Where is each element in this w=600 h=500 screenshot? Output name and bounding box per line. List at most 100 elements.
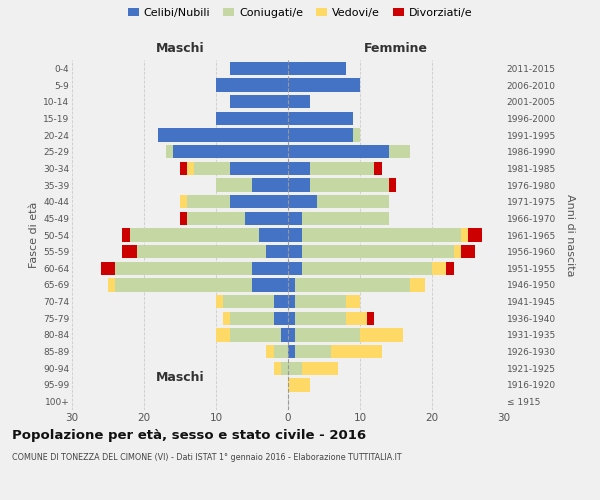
Bar bbox=[288, 112, 353, 125]
Bar bbox=[389, 178, 396, 192]
Bar bbox=[252, 262, 288, 275]
Bar bbox=[274, 362, 281, 375]
Bar bbox=[288, 95, 310, 108]
Bar bbox=[122, 245, 137, 258]
Bar bbox=[310, 162, 374, 175]
Bar bbox=[288, 178, 310, 192]
Bar bbox=[223, 312, 230, 325]
Bar bbox=[367, 312, 374, 325]
Bar bbox=[245, 212, 288, 225]
Bar bbox=[216, 78, 288, 92]
Bar bbox=[115, 278, 252, 291]
Bar bbox=[302, 262, 432, 275]
Bar bbox=[288, 328, 295, 342]
Bar bbox=[266, 245, 288, 258]
Bar bbox=[173, 145, 288, 158]
Bar bbox=[288, 228, 302, 241]
Bar bbox=[180, 212, 187, 225]
Bar bbox=[187, 195, 230, 208]
Bar bbox=[288, 278, 295, 291]
Bar bbox=[274, 312, 288, 325]
Bar bbox=[230, 312, 274, 325]
Bar bbox=[461, 228, 468, 241]
Bar bbox=[346, 312, 367, 325]
Bar bbox=[122, 228, 130, 241]
Bar bbox=[288, 378, 310, 392]
Bar bbox=[288, 362, 302, 375]
Bar bbox=[158, 128, 288, 141]
Bar bbox=[302, 228, 461, 241]
Bar bbox=[288, 212, 302, 225]
Bar bbox=[288, 295, 295, 308]
Bar bbox=[360, 328, 403, 342]
Bar bbox=[216, 295, 223, 308]
Bar bbox=[137, 245, 266, 258]
Bar bbox=[230, 62, 288, 75]
Bar bbox=[468, 228, 482, 241]
Bar bbox=[295, 345, 331, 358]
Bar bbox=[295, 295, 346, 308]
Bar bbox=[295, 328, 360, 342]
Bar bbox=[374, 162, 382, 175]
Bar bbox=[302, 245, 454, 258]
Bar bbox=[302, 362, 338, 375]
Bar bbox=[288, 345, 295, 358]
Bar bbox=[130, 228, 259, 241]
Bar bbox=[288, 62, 346, 75]
Bar bbox=[194, 162, 230, 175]
Bar bbox=[180, 162, 187, 175]
Bar bbox=[288, 162, 310, 175]
Bar bbox=[187, 212, 245, 225]
Bar bbox=[353, 128, 360, 141]
Bar bbox=[310, 178, 389, 192]
Bar bbox=[252, 278, 288, 291]
Bar bbox=[166, 145, 173, 158]
Text: Femmine: Femmine bbox=[364, 42, 428, 55]
Text: Maschi: Maschi bbox=[155, 372, 205, 384]
Bar bbox=[274, 345, 288, 358]
Bar bbox=[230, 162, 288, 175]
Bar bbox=[101, 262, 115, 275]
Bar bbox=[281, 328, 288, 342]
Bar bbox=[432, 262, 446, 275]
Bar bbox=[266, 345, 274, 358]
Bar bbox=[461, 245, 475, 258]
Bar bbox=[288, 262, 302, 275]
Bar bbox=[223, 295, 274, 308]
Bar bbox=[454, 245, 461, 258]
Bar bbox=[288, 145, 389, 158]
Bar bbox=[288, 195, 317, 208]
Bar bbox=[288, 245, 302, 258]
Bar bbox=[346, 295, 360, 308]
Bar bbox=[216, 328, 230, 342]
Bar bbox=[274, 295, 288, 308]
Y-axis label: Fasce di età: Fasce di età bbox=[29, 202, 39, 268]
Bar bbox=[108, 278, 115, 291]
Text: Maschi: Maschi bbox=[155, 42, 205, 55]
Text: COMUNE DI TONEZZA DEL CIMONE (VI) - Dati ISTAT 1° gennaio 2016 - Elaborazione TU: COMUNE DI TONEZZA DEL CIMONE (VI) - Dati… bbox=[12, 454, 401, 462]
Bar bbox=[187, 162, 194, 175]
Y-axis label: Anni di nascita: Anni di nascita bbox=[565, 194, 575, 276]
Bar bbox=[410, 278, 425, 291]
Bar bbox=[317, 195, 389, 208]
Bar bbox=[288, 312, 295, 325]
Bar bbox=[180, 195, 187, 208]
Bar bbox=[288, 128, 353, 141]
Bar bbox=[389, 145, 410, 158]
Bar bbox=[331, 345, 382, 358]
Bar bbox=[230, 95, 288, 108]
Legend: Celibi/Nubili, Coniugati/e, Vedovi/e, Divorziati/e: Celibi/Nubili, Coniugati/e, Vedovi/e, Di… bbox=[128, 8, 472, 18]
Bar bbox=[230, 328, 281, 342]
Bar bbox=[288, 78, 360, 92]
Bar bbox=[446, 262, 454, 275]
Bar bbox=[302, 212, 389, 225]
Bar bbox=[295, 312, 346, 325]
Bar bbox=[115, 262, 252, 275]
Bar bbox=[259, 228, 288, 241]
Bar bbox=[216, 178, 252, 192]
Text: Popolazione per età, sesso e stato civile - 2016: Popolazione per età, sesso e stato civil… bbox=[12, 430, 366, 442]
Bar bbox=[252, 178, 288, 192]
Bar bbox=[216, 112, 288, 125]
Bar bbox=[295, 278, 410, 291]
Bar bbox=[230, 195, 288, 208]
